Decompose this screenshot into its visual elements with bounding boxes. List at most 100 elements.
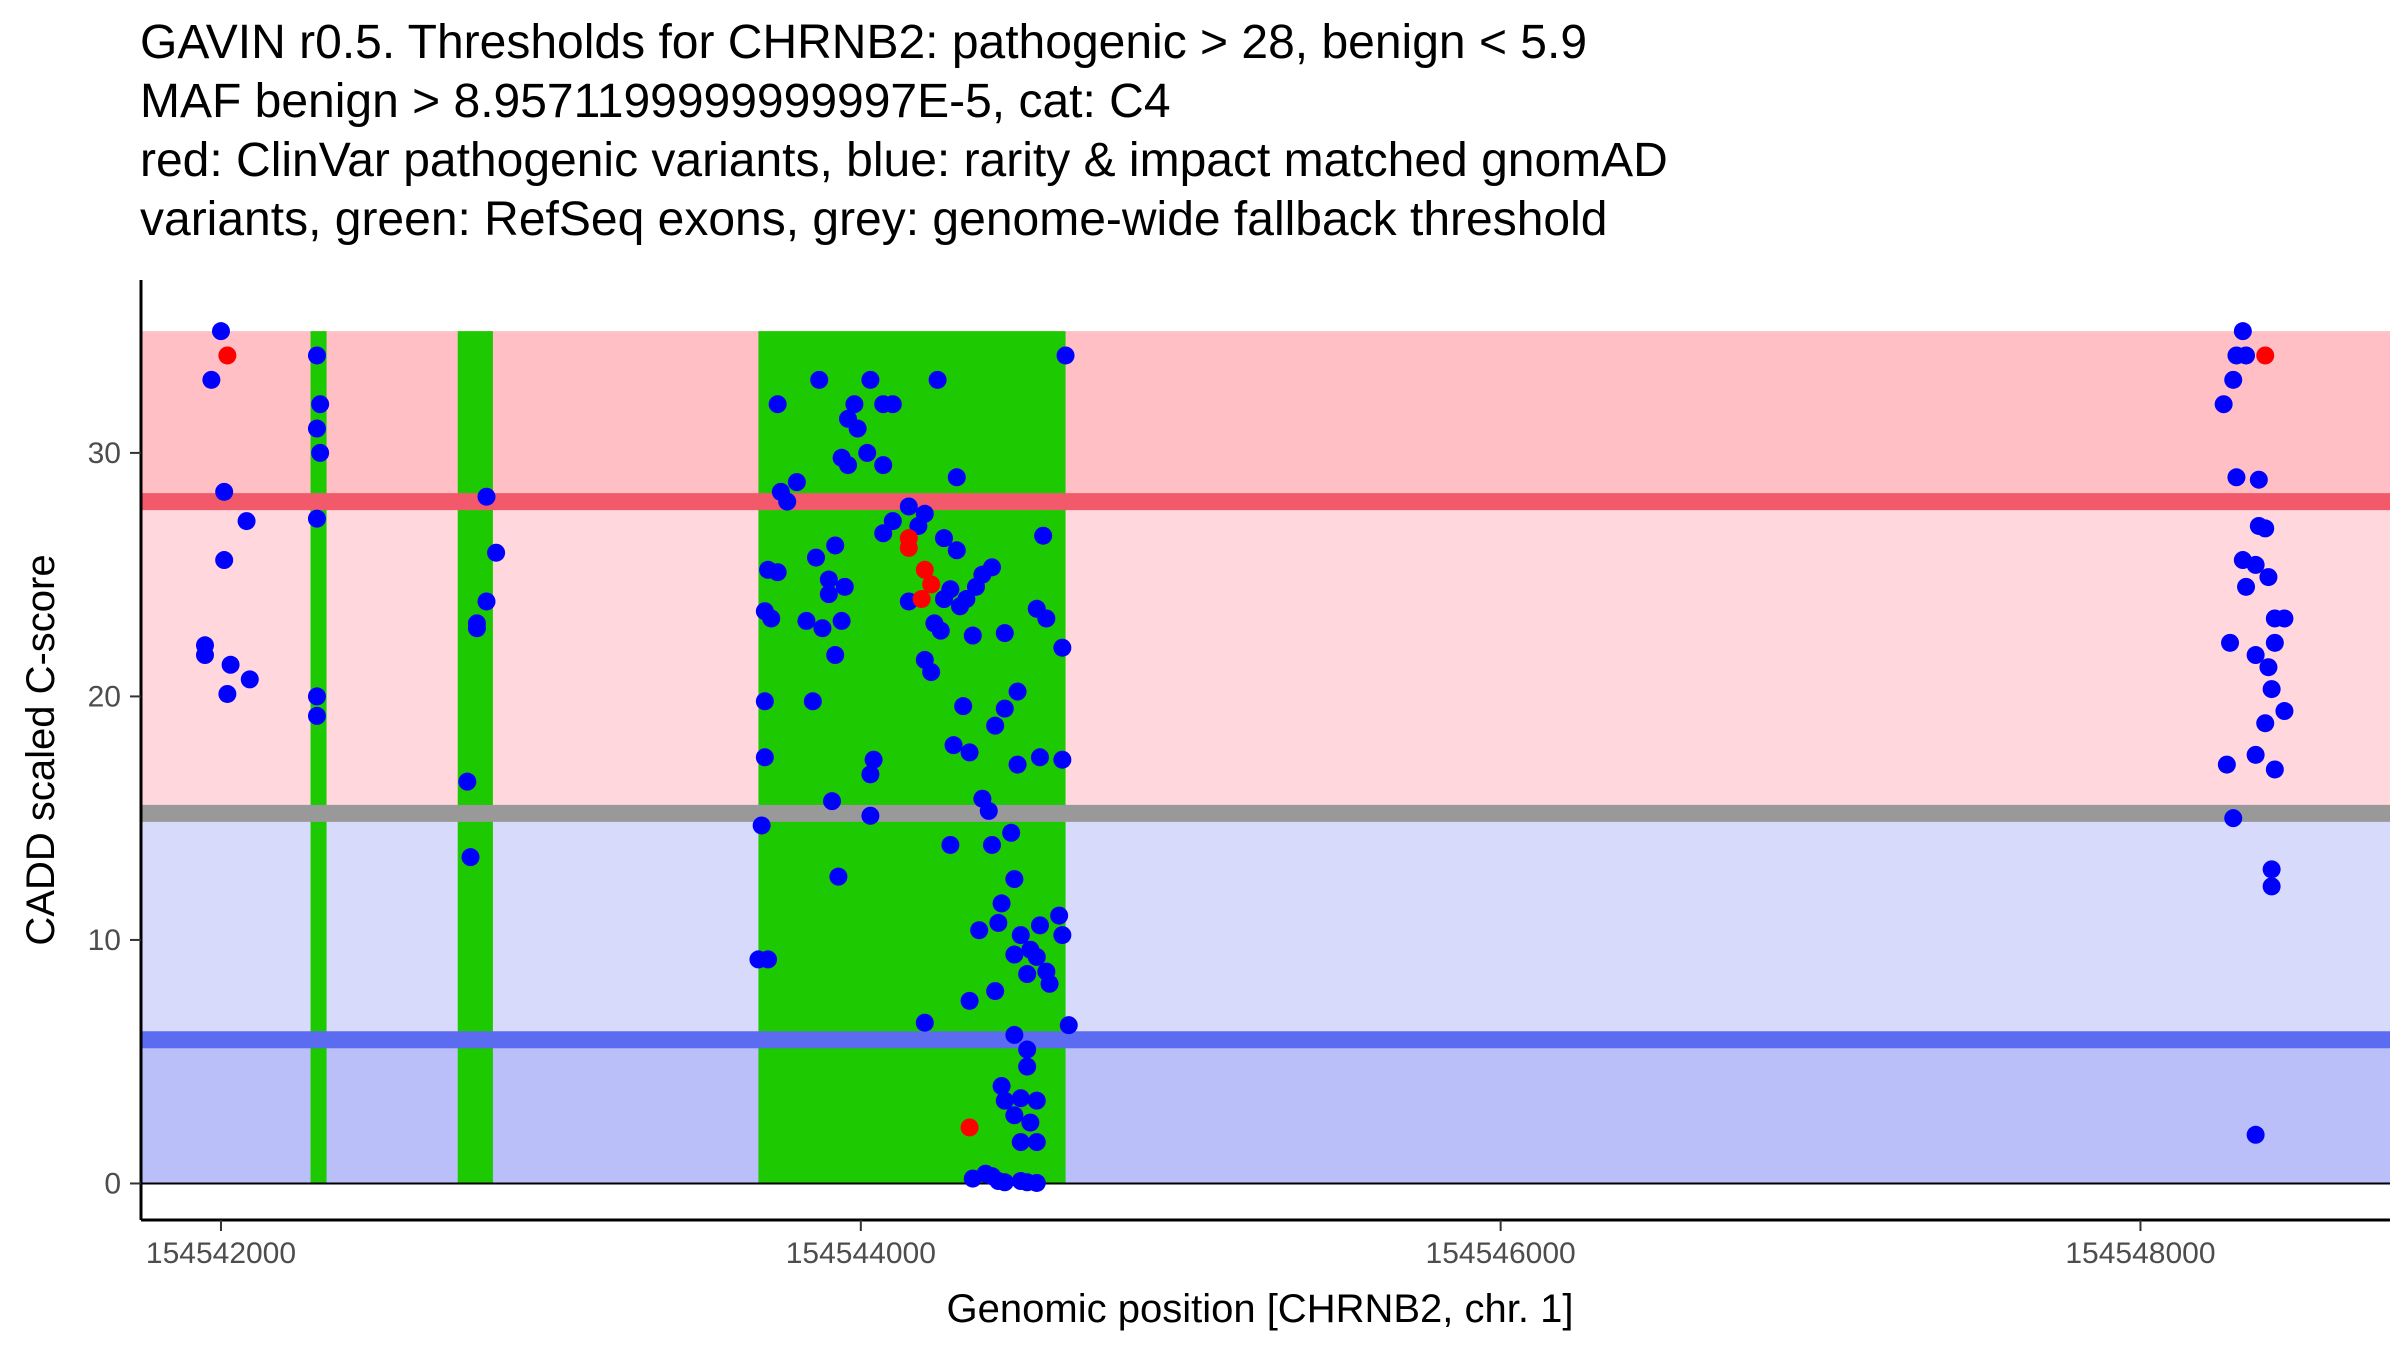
gnomad-variant-point bbox=[813, 619, 832, 638]
title-line-1: GAVIN r0.5. Thresholds for CHRNB2: patho… bbox=[140, 16, 1587, 69]
title-line-2: MAF benign > 8.9571199999999997E-5, cat:… bbox=[140, 75, 1171, 128]
gnomad-variant-point bbox=[311, 395, 330, 414]
gnomad-variant-point bbox=[941, 580, 960, 599]
gnomad-variant-point bbox=[995, 624, 1014, 643]
plot-area bbox=[141, 322, 2390, 1192]
gnomad-variant-point bbox=[307, 509, 326, 528]
gnomad-variant-point bbox=[1050, 906, 1069, 925]
gnomad-variant-point bbox=[218, 684, 237, 703]
clinvar-variant-point bbox=[915, 560, 934, 579]
gnomad-variant-point bbox=[307, 346, 326, 365]
axes: 0 10 20 30 154542000 154544000 154546000 154548… bbox=[88, 280, 2390, 1270]
gnomad-variant-point bbox=[2256, 714, 2275, 733]
gnomad-variant-point bbox=[461, 848, 480, 867]
gnomad-variant-point bbox=[861, 370, 880, 389]
gnomad-variant-point bbox=[1008, 682, 1027, 701]
gnomad-variant-point bbox=[934, 529, 953, 548]
y-tick-label: 10 bbox=[88, 924, 121, 957]
exon-1 bbox=[310, 331, 327, 1184]
gnomad-variant-point bbox=[1011, 1133, 1030, 1152]
gnomad-variant-point bbox=[803, 692, 822, 711]
gnomad-variant-point bbox=[2262, 680, 2281, 699]
clinvar-variant-point bbox=[899, 538, 918, 557]
y-tick-label: 20 bbox=[88, 680, 121, 713]
gnomad-variant-point bbox=[768, 563, 787, 582]
gnomad-variant-point bbox=[2227, 468, 2246, 487]
gnomad-variant-point bbox=[1027, 1173, 1046, 1192]
gnomad-variant-point bbox=[2224, 809, 2243, 828]
gnomad-variant-point bbox=[826, 536, 845, 555]
gnomad-variant-point bbox=[477, 592, 496, 611]
gnomad-variant-point bbox=[823, 792, 842, 811]
gnomad-variant-point bbox=[2233, 322, 2252, 341]
gnomad-variant-point bbox=[986, 982, 1005, 1001]
gnomad-variant-point bbox=[2246, 745, 2265, 764]
gnomad-variant-point bbox=[858, 443, 877, 462]
x-axis-title: Genomic position [CHRNB2, chr. 1] bbox=[947, 1287, 1574, 1331]
gnomad-variant-point bbox=[819, 570, 838, 589]
title-line-3: red: ClinVar pathogenic variants, blue: … bbox=[140, 134, 1668, 187]
gnomad-variant-point bbox=[947, 541, 966, 560]
gnomad-variant-point bbox=[874, 456, 893, 475]
gnomad-variant-point bbox=[1056, 346, 1075, 365]
gnomad-variant-point bbox=[861, 765, 880, 784]
x-tick-label: 154548000 bbox=[2065, 1237, 2215, 1270]
clinvar-variant-point bbox=[218, 346, 237, 365]
gnomad-variant-point bbox=[1053, 638, 1072, 657]
chart-title: GAVIN r0.5. Thresholds for CHRNB2: patho… bbox=[140, 16, 1668, 246]
gnomad-variant-point bbox=[2262, 860, 2281, 879]
gnomad-variant-point bbox=[2246, 646, 2265, 665]
gnomad-variant-point bbox=[1018, 965, 1037, 984]
gnomad-variant-point bbox=[1053, 750, 1072, 769]
series-gnomad bbox=[195, 322, 2294, 1192]
gnomad-variant-point bbox=[2246, 555, 2265, 574]
gnomad-variant-point bbox=[947, 468, 966, 487]
gnomad-variant-point bbox=[755, 692, 774, 711]
gnomad-variant-point bbox=[848, 419, 867, 438]
gnomad-variant-point bbox=[819, 585, 838, 604]
pathogenic-zone-low bbox=[141, 501, 2390, 814]
gnomad-variant-point bbox=[2259, 568, 2278, 587]
gnomad-variant-point bbox=[762, 609, 781, 628]
gnomad-variant-point bbox=[941, 835, 960, 854]
x-tick-label: 154542000 bbox=[146, 1237, 296, 1270]
gnomad-variant-point bbox=[237, 512, 256, 531]
gnomad-variant-point bbox=[1027, 947, 1046, 966]
gnomad-variant-point bbox=[874, 524, 893, 543]
clinvar-variant-point bbox=[960, 1118, 979, 1137]
gnomad-variant-point bbox=[307, 706, 326, 725]
gnomad-variant-point bbox=[970, 921, 989, 940]
gnomad-variant-point bbox=[810, 370, 829, 389]
gnomad-variant-point bbox=[1005, 945, 1024, 964]
gnomad-variant-point bbox=[768, 395, 787, 414]
gnomad-variant-point bbox=[982, 835, 1001, 854]
pathogenic-zone-high bbox=[141, 331, 2390, 502]
gnomad-variant-point bbox=[787, 473, 806, 492]
gnomad-variant-point bbox=[1021, 1113, 1040, 1132]
gnomad-variant-point bbox=[1005, 1025, 1024, 1044]
gnomad-variant-point bbox=[963, 1169, 982, 1188]
gnomad-variant-point bbox=[1027, 1091, 1046, 1110]
gnomad-variant-point bbox=[2246, 1125, 2265, 1144]
gnomad-variant-point bbox=[2265, 633, 2284, 652]
y-axis-title: CADD scaled C-score bbox=[19, 554, 63, 945]
gnomad-variant-point bbox=[1053, 926, 1072, 945]
gnomad-variant-point bbox=[845, 395, 864, 414]
gnomad-variant-point bbox=[829, 867, 848, 886]
clinvar-variant-point bbox=[912, 590, 931, 609]
gnomad-variant-point bbox=[931, 621, 950, 640]
x-tick-label: 154544000 bbox=[786, 1237, 936, 1270]
gnomad-variant-point bbox=[950, 597, 969, 616]
gnomad-variant-point bbox=[2249, 470, 2268, 489]
gnomad-variant-point bbox=[1030, 748, 1049, 767]
gnomad-variant-point bbox=[826, 646, 845, 665]
gnomad-variant-point bbox=[755, 748, 774, 767]
gnomad-variant-point bbox=[202, 370, 221, 389]
fallback-zone bbox=[141, 813, 2390, 1040]
exon-2 bbox=[457, 331, 493, 1184]
gnomad-variant-point bbox=[954, 697, 973, 716]
gnomad-variant-point bbox=[960, 991, 979, 1010]
clinvar-variant-point bbox=[2256, 346, 2275, 365]
gnomad-variant-point bbox=[864, 750, 883, 769]
